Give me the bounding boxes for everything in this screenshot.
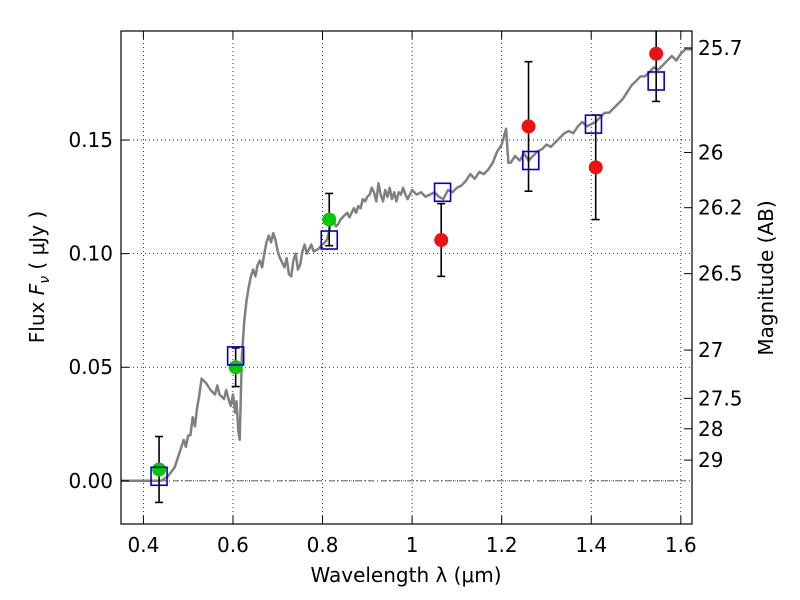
x-tick-label-1: 0.6 [217,533,249,557]
y-tick-label-0: 0.00 [68,469,113,493]
magnitude-tick-label-5: 27.5 [698,386,743,410]
detection-point-1 [228,360,243,375]
magnitude-axis-label: Magnitude (AB) [754,200,778,355]
x-tick-label-6: 1.6 [665,533,697,557]
measurement-errorbar-3 [652,31,661,103]
y-tick-label-1: 0.05 [68,355,113,379]
magnitude-tick-label-1: 26 [698,140,723,164]
x-axis-label: Wavelength λ (μm) [310,563,501,587]
magnitude-tick-label-2: 26.2 [698,196,743,220]
grid [121,31,692,524]
axis-ticks [121,31,692,524]
detection-point-2 [322,212,337,227]
model-point-4 [521,150,540,171]
y-tick-label-3: 0.15 [68,128,113,152]
errorbars [155,31,661,504]
model-point-5 [584,114,603,134]
model-spectrum-layer [121,47,692,483]
magnitude-tick-label-6: 28 [698,417,723,441]
model-points [150,71,665,487]
data-points [152,46,664,477]
model-point-1 [226,346,245,366]
magnitude-tick-label-3: 26.5 [698,262,743,286]
magnitude-tick-label-0: 25.7 [698,36,743,60]
y-axis-label-subscript: ν [37,276,53,284]
y-axis-label-prefix: Flux [25,295,49,343]
plot-area-frame [120,30,693,525]
measurement-point-3 [649,46,664,61]
x-tick-label-3: 1 [406,533,419,557]
detection-point-0 [152,462,167,477]
x-tick-label-5: 1.4 [575,533,607,557]
x-tick-labels: 0.4 0.6 0.8 1 1.2 1.4 1.6 [127,533,696,557]
y-tick-labels: 0.00 0.05 0.10 0.15 [68,128,113,493]
model-spectrum-line [121,47,692,483]
y-axis-label-units: ( μJy ) [25,211,49,276]
y-axis-label: Flux Fν ( μJy ) [25,211,53,343]
magnitude-tick-label-4: 27 [698,338,723,362]
x-tick-label-4: 1.2 [486,533,518,557]
measurement-point-1 [521,119,536,134]
magnitude-tick-labels: 25.7 26 26.2 26.5 27 27.5 28 29 [698,36,743,472]
model-point-0 [150,466,168,487]
y-axis-label-symbol: F [25,283,49,295]
x-tick-label-0: 0.4 [127,533,159,557]
model-point-3 [433,182,452,203]
x-tick-label-2: 0.8 [307,533,339,557]
magnitude-tick-label-7: 29 [698,448,723,472]
model-point-6 [647,71,665,91]
measurement-point-2 [588,160,603,175]
y-tick-label-2: 0.10 [68,242,113,266]
model-point-2 [320,230,339,250]
measurement-point-0 [434,233,449,248]
